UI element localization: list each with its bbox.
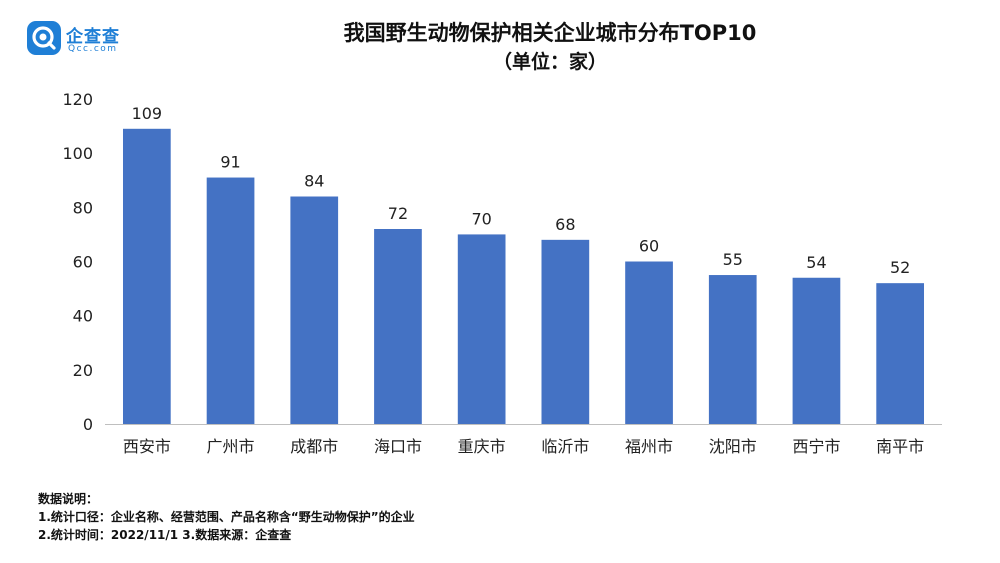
x-tick-label: 海口市 <box>374 437 422 456</box>
data-label: 91 <box>220 153 240 172</box>
chart-subtitle: （单位：家） <box>492 51 607 73</box>
y-tick-label: 120 <box>62 90 93 109</box>
bar <box>792 277 841 424</box>
chart-title: 我国野生动物保护相关企业城市分布TOP10 <box>343 21 757 45</box>
y-tick-label: 40 <box>73 307 93 326</box>
data-label: 54 <box>806 253 826 272</box>
bar <box>457 234 506 424</box>
data-label: 70 <box>471 209 491 228</box>
y-tick-label: 0 <box>83 415 93 434</box>
notes-line-1: 1.统计口径：企业名称、经营范围、产品名称含“野生动物保护”的企业 <box>38 510 415 524</box>
x-tick-label: 福州市 <box>625 437 673 456</box>
data-label: 55 <box>723 250 743 269</box>
bar <box>541 239 590 424</box>
bar <box>206 177 255 424</box>
qcc-logo-icon <box>27 21 61 55</box>
y-tick-label: 100 <box>62 144 93 163</box>
bar <box>625 261 673 424</box>
x-tick-label: 西安市 <box>123 437 171 456</box>
chart-title-block: 我国野生动物保护相关企业城市分布TOP10 （单位：家） <box>200 18 900 76</box>
data-label: 68 <box>555 215 575 234</box>
y-tick-label: 60 <box>73 253 93 272</box>
x-tick-label: 广州市 <box>207 437 255 456</box>
x-tick-label: 临沂市 <box>541 437 589 456</box>
data-notes: 数据说明： 1.统计口径：企业名称、经营范围、产品名称含“野生动物保护”的企业 … <box>38 490 415 544</box>
bar <box>290 196 339 424</box>
y-tick-label: 20 <box>73 361 93 380</box>
qcc-logo: 企查查 Qcc.com <box>26 20 136 60</box>
data-label: 52 <box>890 258 910 277</box>
data-label: 109 <box>132 104 163 123</box>
bar <box>374 229 422 424</box>
x-tick-label: 成都市 <box>290 437 338 456</box>
bar <box>876 283 925 424</box>
x-tick-label: 南平市 <box>876 437 924 456</box>
data-label: 84 <box>304 172 324 191</box>
x-tick-label: 西宁市 <box>792 437 840 456</box>
x-tick-label: 沈阳市 <box>709 437 757 456</box>
x-tick-label: 重庆市 <box>458 437 506 456</box>
y-tick-label: 80 <box>73 198 93 217</box>
notes-heading: 数据说明： <box>38 492 99 506</box>
brand-domain: Qcc.com <box>68 44 118 54</box>
bar <box>708 275 757 424</box>
bar <box>122 128 171 424</box>
notes-line-2: 2.统计时间：2022/11/1 3.数据来源：企查查 <box>38 528 292 542</box>
data-label: 72 <box>388 204 408 223</box>
brand-name: 企查查 <box>66 27 120 47</box>
data-label: 60 <box>639 237 659 256</box>
